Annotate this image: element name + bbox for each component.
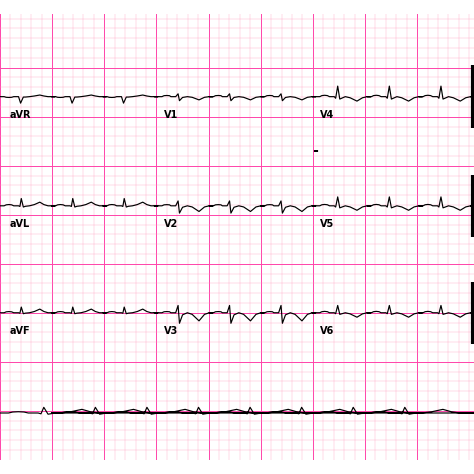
Text: V3: V3 bbox=[164, 326, 178, 336]
Text: aVF: aVF bbox=[9, 326, 30, 336]
Text: aVL: aVL bbox=[9, 219, 30, 229]
Text: V4: V4 bbox=[320, 110, 334, 120]
Text: V2: V2 bbox=[164, 219, 178, 229]
Text: V6: V6 bbox=[320, 326, 334, 336]
Text: V5: V5 bbox=[320, 219, 334, 229]
Text: aVR: aVR bbox=[9, 110, 31, 120]
Text: V1: V1 bbox=[164, 110, 178, 120]
